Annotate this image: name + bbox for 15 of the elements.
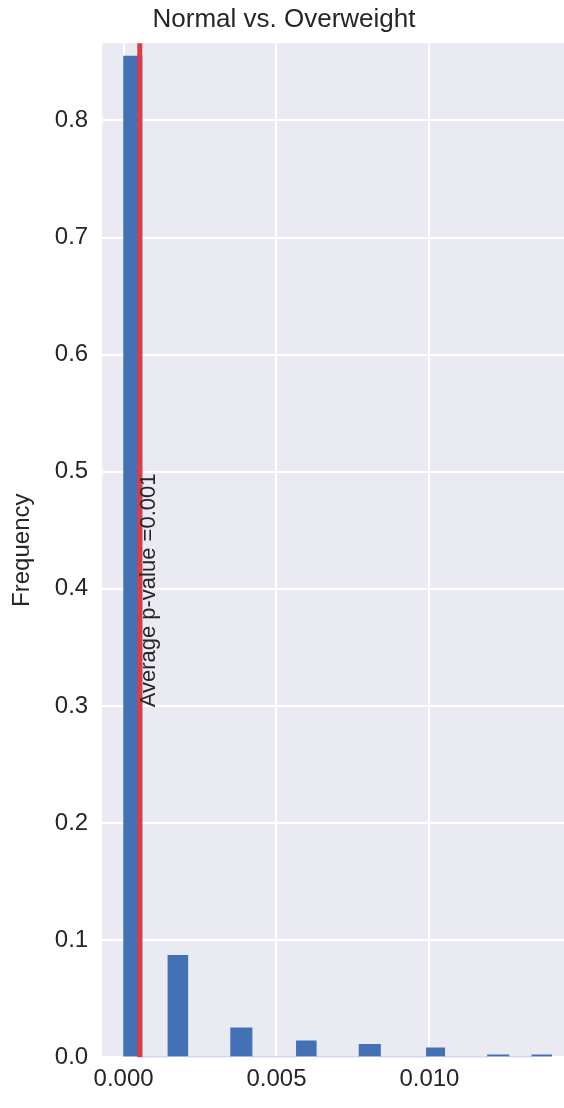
y-tick-label: 0.2 xyxy=(54,807,89,835)
y-tick-label: 0.8 xyxy=(54,105,89,133)
x-tick-label: 0.000 xyxy=(93,1064,154,1092)
ref-line-label: Average p-value =0.001 xyxy=(134,473,160,708)
chart-title: Normal vs. Overweight xyxy=(152,2,417,33)
x-tick-label: 0.005 xyxy=(246,1064,307,1092)
y-tick-label: 0.6 xyxy=(54,339,89,367)
x-tick-label: 0.010 xyxy=(399,1064,460,1092)
y-tick-label: 0.5 xyxy=(54,456,89,484)
y-tick-label: 0.4 xyxy=(54,573,89,601)
y-tick-label: 0.7 xyxy=(54,222,89,250)
y-tick-label: 0.1 xyxy=(54,924,89,952)
y-tick-label: 0.3 xyxy=(54,690,89,718)
y-axis-title: Frequency xyxy=(7,493,35,607)
y-tick-label: 0.0 xyxy=(54,1041,89,1069)
